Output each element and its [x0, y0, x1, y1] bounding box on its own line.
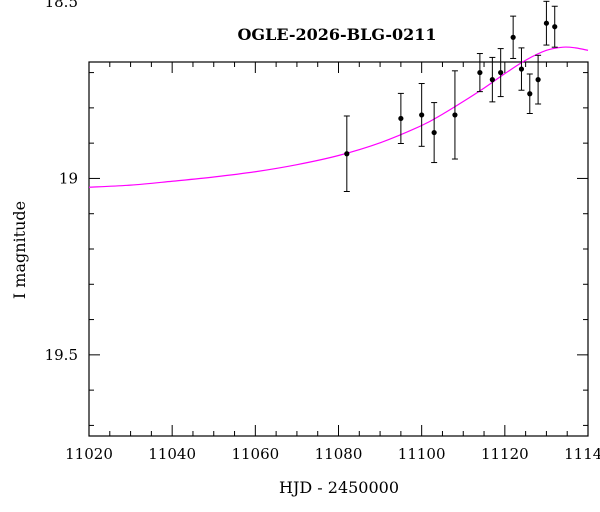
data-point-marker [477, 69, 483, 76]
data-point [497, 48, 504, 98]
axis-ticks [88, 62, 589, 436]
data-point [476, 53, 483, 93]
data-point [551, 5, 558, 48]
x-tick-label: 11100 [398, 445, 446, 463]
y-tick-label: 19.5 [45, 346, 78, 364]
data-point [397, 92, 404, 145]
plot-frame [88, 61, 589, 437]
data-point [343, 115, 350, 192]
data-point [543, 0, 550, 46]
data-point [510, 15, 517, 59]
model-curve [88, 46, 589, 188]
data-point-marker [518, 66, 525, 72]
data-point-marker [510, 34, 516, 40]
chart-title: OGLE-2026-BLG-0211 [237, 25, 436, 44]
data-point-marker [498, 69, 504, 76]
data-point [431, 102, 438, 164]
data-point-marker [419, 112, 425, 118]
y-tick-labels: 18.5 19 19.5 [45, 0, 78, 364]
data-point-marker [527, 91, 533, 97]
data-point [489, 56, 496, 103]
data-point [518, 47, 525, 91]
x-tick-label: 11060 [231, 445, 279, 463]
data-point-marker [452, 112, 458, 118]
data-point-marker [543, 20, 550, 26]
y-axis-label: I magnitude [10, 201, 29, 299]
data-point [526, 73, 533, 115]
x-tick-label: 11140 [564, 445, 600, 463]
x-tick-label: 11020 [65, 445, 113, 463]
data-point-marker [489, 77, 495, 83]
data-point-marker [535, 77, 541, 83]
y-tick-label: 19 [59, 169, 78, 187]
data-point [535, 54, 542, 105]
data-point [451, 70, 458, 160]
x-tick-label: 11080 [315, 445, 363, 463]
x-tick-label: 11040 [148, 445, 196, 463]
y-tick-label: 18.5 [45, 0, 78, 11]
data-point-marker [552, 24, 558, 30]
data-points [343, 0, 558, 192]
data-point-marker [398, 115, 404, 122]
data-point [418, 83, 425, 147]
data-point-marker [344, 151, 350, 157]
x-tick-label: 11120 [481, 445, 529, 463]
x-axis-label: HJD - 2450000 [279, 478, 399, 497]
x-tick-labels: 11020 11040 11060 11080 11100 11120 11140 [65, 445, 600, 463]
data-point-marker [431, 129, 437, 136]
